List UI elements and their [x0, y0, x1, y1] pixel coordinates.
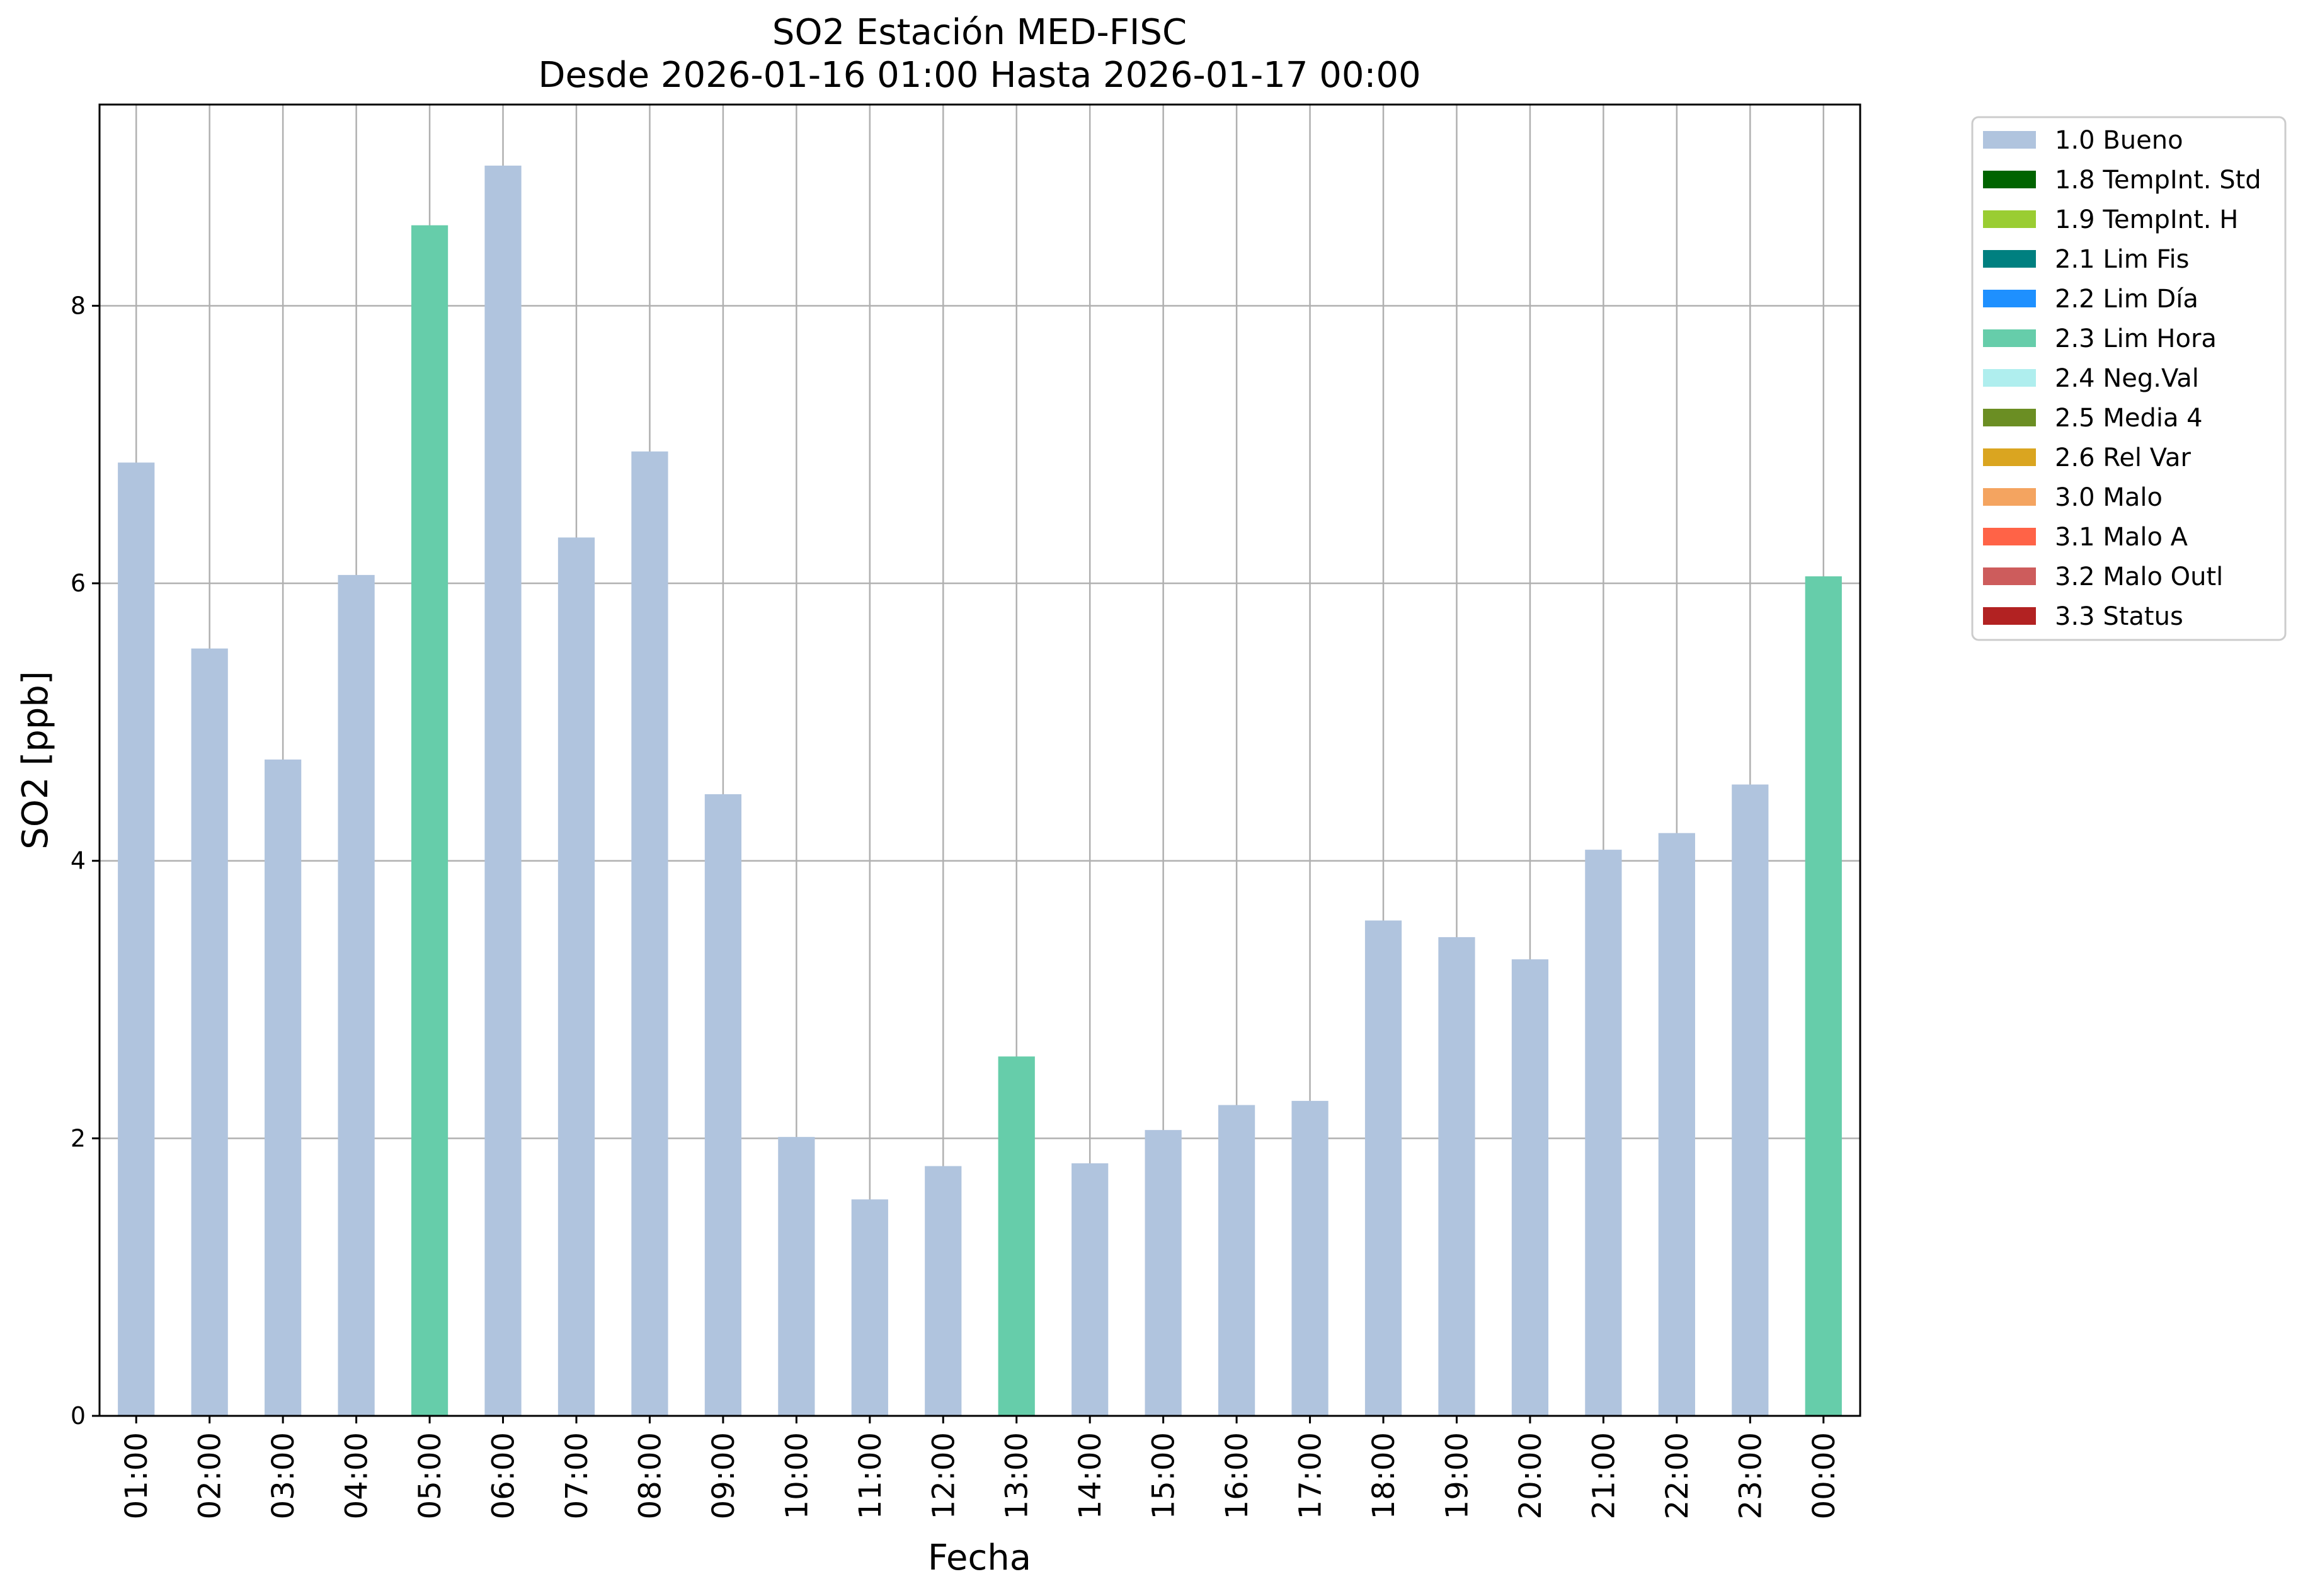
x-tick-label: 15:00 [1146, 1432, 1182, 1519]
y-tick-label: 8 [71, 292, 86, 319]
y-axis-label: SO2 [ppb] [15, 671, 56, 849]
bar-0300 [265, 759, 302, 1416]
legend-swatch [1983, 488, 2036, 506]
legend-swatch [1983, 369, 2036, 387]
legend-swatch [1983, 250, 2036, 268]
y-axis-ticks: 0 2 4 6 8 [71, 292, 100, 1430]
bar-2200 [1658, 833, 1695, 1416]
bar-0400 [338, 574, 375, 1416]
bar-0100 [118, 462, 155, 1416]
legend-swatch [1983, 448, 2036, 466]
bar-2100 [1585, 850, 1622, 1416]
legend-swatch [1983, 210, 2036, 228]
legend-label: 2.2 Lim Día [2055, 285, 2198, 314]
chart-title: SO2 Estación MED-FISC [772, 12, 1187, 53]
x-tick-label: 22:00 [1660, 1432, 1695, 1519]
legend-label: 2.3 Lim Hora [2055, 324, 2217, 353]
legend-label: 2.1 Lim Fis [2055, 245, 2189, 274]
plot-frame [98, 103, 1861, 1417]
x-tick-label: 11:00 [853, 1432, 888, 1519]
legend-swatch [1983, 528, 2036, 545]
bar-2300 [1732, 784, 1769, 1416]
bar-1100 [851, 1199, 888, 1416]
bar-1900 [1438, 937, 1475, 1416]
x-tick-label: 09:00 [706, 1432, 741, 1519]
x-axis-label: Fecha [928, 1537, 1031, 1578]
x-tick-label: 23:00 [1733, 1432, 1768, 1519]
x-tick-label: 01:00 [119, 1432, 154, 1519]
bar-0700 [557, 537, 595, 1416]
bar-1200 [925, 1166, 962, 1416]
x-tick-label: 00:00 [1807, 1432, 1842, 1519]
legend-label: 3.0 Malo [2055, 483, 2163, 512]
bar-1600 [1218, 1105, 1255, 1416]
legend-label: 1.9 TempInt. H [2055, 205, 2238, 234]
bar-0800 [631, 451, 668, 1416]
bar-1000 [778, 1137, 815, 1416]
bar-1500 [1145, 1130, 1182, 1416]
legend-swatch [1983, 607, 2036, 625]
legend-label: 3.2 Malo Outl [2055, 562, 2223, 591]
y-tick-label: 2 [71, 1124, 86, 1152]
x-tick-label: 19:00 [1439, 1432, 1475, 1519]
x-tick-label: 14:00 [1073, 1432, 1108, 1519]
x-tick-label: 07:00 [559, 1432, 595, 1519]
bar-0900 [704, 794, 742, 1416]
legend-label: 3.3 Status [2055, 602, 2183, 631]
legend-label: 2.5 Media 4 [2055, 404, 2203, 433]
bar-2000 [1511, 959, 1549, 1416]
bar-0500 [411, 225, 449, 1416]
chart-subtitle: Desde 2026-01-16 01:00 Hasta 2026-01-17 … [538, 55, 1420, 96]
legend-box [1971, 116, 2287, 641]
bar-0200 [191, 648, 228, 1416]
y-tick-label: 0 [71, 1402, 86, 1430]
x-tick-label: 21:00 [1586, 1432, 1621, 1519]
legend-swatch [1983, 329, 2036, 347]
x-tick-label: 05:00 [413, 1432, 448, 1519]
legend-swatch [1983, 171, 2036, 188]
legend-label: 1.8 TempInt. Std [2055, 166, 2261, 195]
y-tick-label: 4 [71, 847, 86, 875]
x-axis-ticks: 01:00 02:00 03:00 04:00 05:00 06:00 07:00 08:00… [119, 1416, 1842, 1519]
bars [118, 165, 1842, 1416]
legend-swatch [1983, 409, 2036, 426]
legend-label: 2.4 Neg.Val [2055, 364, 2199, 393]
x-tick-label: 02:00 [193, 1432, 228, 1519]
bar-1400 [1071, 1163, 1109, 1416]
x-tick-label: 20:00 [1513, 1432, 1548, 1519]
x-tick-label: 08:00 [632, 1432, 668, 1519]
bar-0000 [1805, 576, 1842, 1416]
x-tick-label: 17:00 [1293, 1432, 1329, 1519]
bar-1300 [998, 1056, 1035, 1416]
x-tick-label: 06:00 [486, 1432, 522, 1519]
legend-label: 2.6 Rel Var [2055, 443, 2192, 472]
legend-label: 1.0 Bueno [2055, 126, 2183, 155]
y-tick-label: 6 [71, 569, 86, 597]
legend-items: 1.0 Bueno 1.8 TempInt. Std 1.9 TempInt. H 2… [1983, 126, 2261, 631]
x-tick-label: 16:00 [1220, 1432, 1255, 1519]
x-tick-label: 13:00 [1000, 1432, 1035, 1519]
legend: 1.0 Bueno 1.8 TempInt. Std 1.9 TempInt. H 2… [1971, 116, 2287, 641]
bar-0600 [484, 165, 522, 1416]
bar-1700 [1291, 1100, 1329, 1416]
x-tick-label: 18:00 [1366, 1432, 1402, 1519]
legend-label: 3.1 Malo A [2055, 523, 2188, 552]
x-tick-label: 04:00 [340, 1432, 375, 1519]
legend-swatch [1983, 567, 2036, 585]
x-tick-label: 10:00 [779, 1432, 814, 1519]
legend-swatch [1983, 131, 2036, 149]
x-tick-label: 03:00 [266, 1432, 301, 1519]
bar-1800 [1364, 920, 1402, 1416]
x-tick-label: 12:00 [926, 1432, 961, 1519]
legend-swatch [1983, 290, 2036, 307]
